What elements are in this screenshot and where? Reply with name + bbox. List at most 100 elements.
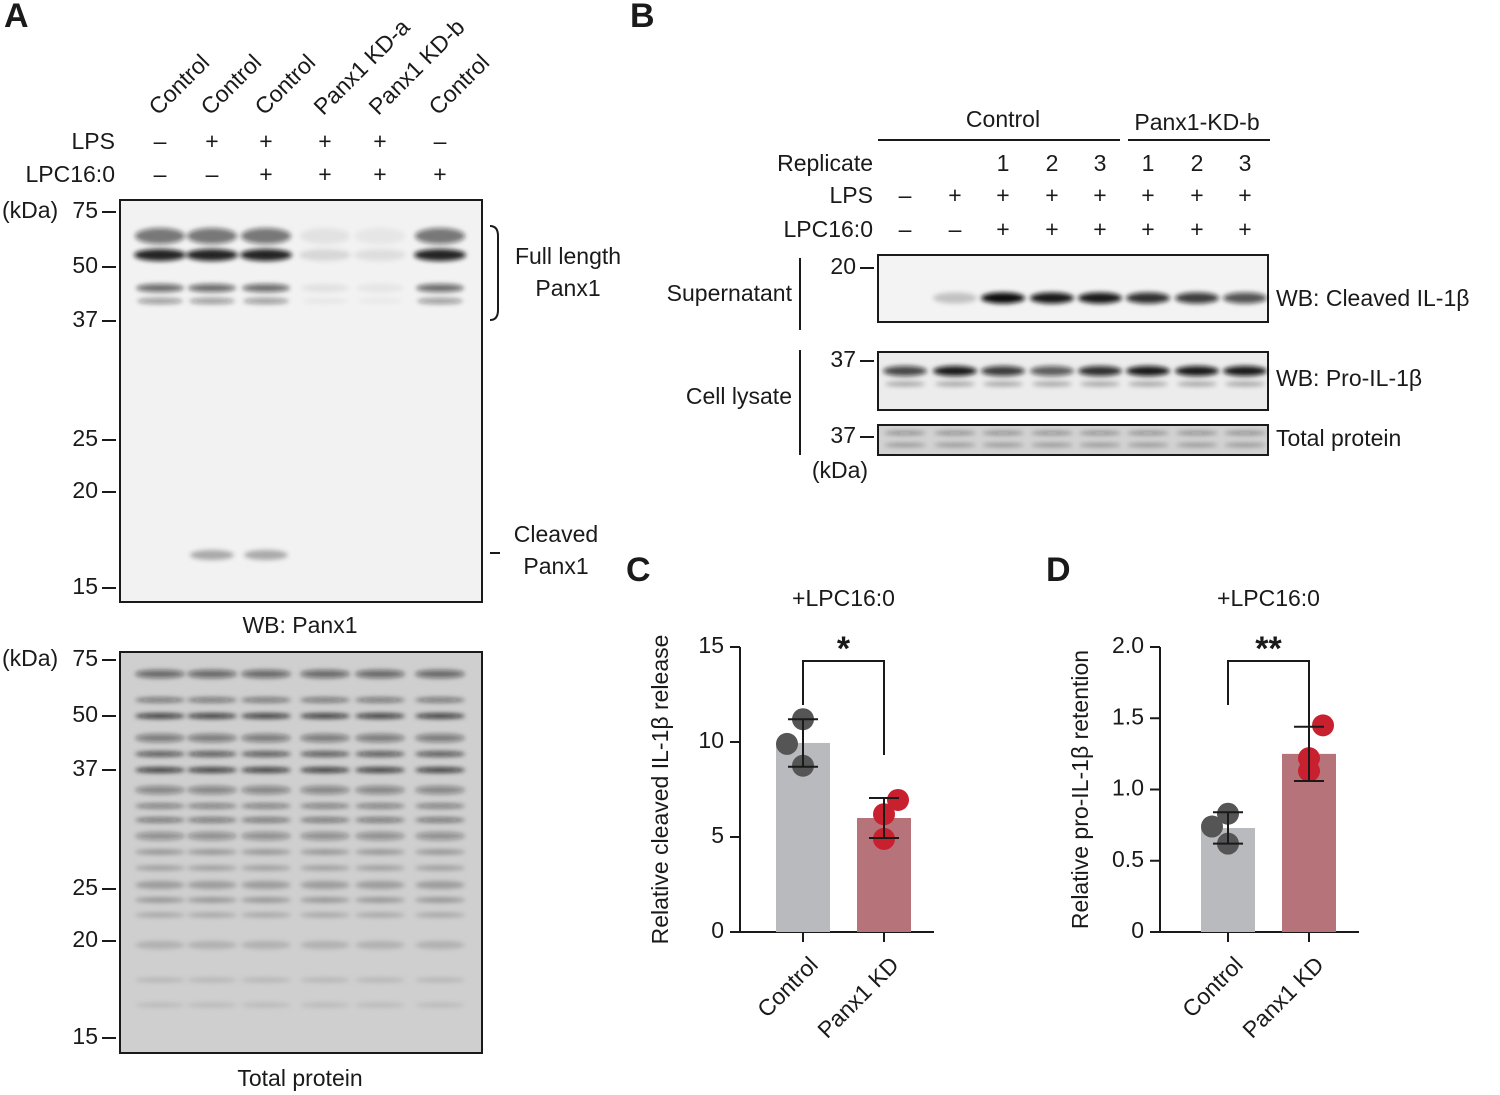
- sign: +: [1141, 216, 1154, 242]
- band: [355, 881, 405, 889]
- band: [243, 298, 289, 304]
- band: [981, 292, 1025, 304]
- band: [187, 832, 237, 840]
- sign: –: [899, 216, 912, 242]
- row-label: LPS: [72, 128, 115, 154]
- band: [885, 381, 925, 387]
- band: [135, 832, 185, 840]
- band: [135, 817, 185, 823]
- sign: +: [996, 182, 1009, 208]
- band: [135, 1002, 185, 1008]
- sign: –: [899, 182, 912, 208]
- band: [1079, 431, 1121, 435]
- band: [135, 767, 185, 773]
- band: [415, 817, 465, 823]
- band: [982, 431, 1024, 435]
- band: [300, 897, 350, 903]
- band: [1128, 381, 1168, 387]
- sign: –: [949, 216, 962, 242]
- annotation: Cleaved: [514, 521, 598, 547]
- band: [135, 849, 185, 855]
- band: [187, 697, 237, 703]
- band: [135, 803, 185, 809]
- panel-label: C: [626, 551, 651, 589]
- sign: 3: [1094, 150, 1107, 176]
- band: [415, 786, 465, 794]
- band: [241, 697, 291, 703]
- band: [299, 249, 351, 261]
- y-tick-label: 0: [711, 917, 724, 943]
- band: [1223, 366, 1267, 376]
- marker-label: 75: [72, 197, 98, 223]
- band: [241, 865, 291, 871]
- x-tick-label: Panx1 KD: [1237, 951, 1329, 1043]
- sign: –: [154, 128, 167, 154]
- band: [356, 284, 404, 292]
- band: [134, 249, 186, 261]
- sign: +: [948, 182, 961, 208]
- band: [187, 670, 237, 678]
- marker-label: 25: [72, 874, 98, 900]
- y-tick-label: 0.5: [1112, 846, 1144, 872]
- band: [187, 751, 237, 757]
- row-label: LPC16:0: [25, 161, 115, 187]
- band: [415, 849, 465, 855]
- band: [355, 912, 405, 918]
- caption: Total protein: [237, 1065, 362, 1091]
- sign: +: [1190, 216, 1203, 242]
- band: [1031, 443, 1073, 447]
- annotation: Panx1: [523, 553, 588, 579]
- band: [415, 941, 465, 949]
- band: [187, 817, 237, 823]
- band: [415, 977, 465, 983]
- row-label: LPC16:0: [783, 216, 873, 242]
- band: [187, 897, 237, 903]
- error-bar: [869, 797, 899, 839]
- band: [300, 670, 350, 678]
- band: [300, 865, 350, 871]
- band: [982, 443, 1024, 447]
- sign: 2: [1046, 150, 1059, 176]
- band: [357, 298, 403, 304]
- band: [1176, 443, 1218, 447]
- band: [1224, 431, 1266, 435]
- panel-label: A: [4, 0, 29, 35]
- band: [300, 912, 350, 918]
- band: [135, 786, 185, 794]
- chart-title: +LPC16:0: [1217, 585, 1320, 611]
- sign: +: [373, 128, 386, 154]
- band: [241, 767, 291, 773]
- band: [884, 431, 926, 435]
- band: [241, 881, 291, 889]
- x-tick-label: Control: [1177, 951, 1248, 1022]
- band: [135, 697, 185, 703]
- band: [187, 786, 237, 794]
- y-axis-label: Relative pro-IL-1β retention: [1067, 650, 1093, 929]
- band: [1175, 292, 1219, 304]
- band: [187, 734, 237, 742]
- band: [241, 849, 291, 855]
- group-label: Control: [966, 106, 1040, 132]
- data-point: [776, 732, 798, 755]
- band: [1223, 292, 1267, 304]
- band: [135, 977, 185, 983]
- band: [135, 897, 185, 903]
- band: [414, 249, 466, 261]
- marker-label: 37: [830, 422, 856, 448]
- data-point: [1312, 714, 1334, 737]
- band: [983, 381, 1023, 387]
- y-tick-label: 10: [698, 727, 724, 753]
- x-tick-label: Control: [752, 951, 823, 1022]
- band: [355, 228, 405, 244]
- band: [1080, 381, 1120, 387]
- band: [136, 284, 184, 292]
- band: [1032, 381, 1072, 387]
- band: [187, 865, 237, 871]
- band: [1031, 431, 1073, 435]
- chart-title: +LPC16:0: [792, 585, 895, 611]
- band: [187, 803, 237, 809]
- band: [189, 298, 235, 304]
- band: [300, 881, 350, 889]
- band: [1078, 366, 1122, 376]
